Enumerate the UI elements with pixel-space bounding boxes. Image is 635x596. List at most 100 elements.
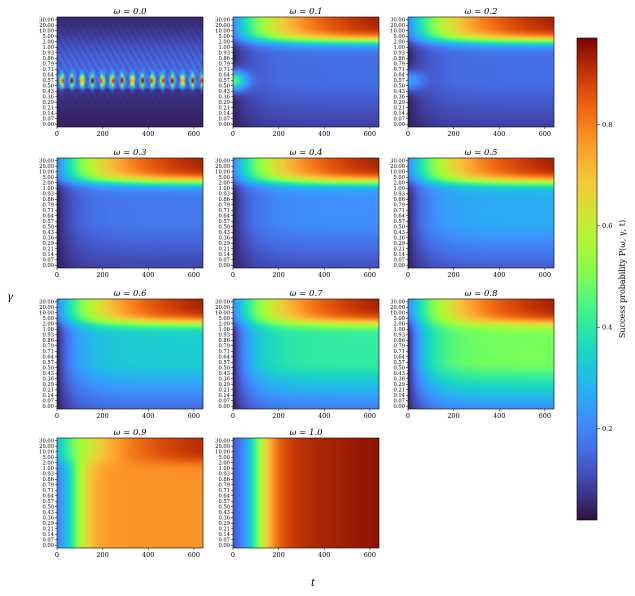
y-tick-label: 0.00 — [218, 404, 230, 410]
y-tick-label: 0.00 — [393, 263, 405, 269]
y-tick-label: 0.21 — [42, 106, 54, 112]
y-tick-label: 0.00 — [218, 543, 230, 549]
y-tick-label: 0.07 — [393, 117, 405, 123]
y-tick-label: 2.00 — [393, 181, 405, 187]
y-tick-label: 30.00 — [390, 300, 405, 306]
y-tick-label: 0.21 — [218, 388, 230, 394]
panel-frame — [56, 157, 204, 269]
y-tick-label: 30.00 — [39, 159, 54, 165]
heatmap-cells — [57, 438, 203, 548]
y-tick-label: 0.50 — [218, 505, 230, 511]
y-tick-label: 10.00 — [39, 311, 54, 317]
y-tick-label: 0.57 — [218, 78, 230, 84]
y-tick-label: 0.93 — [218, 51, 230, 57]
y-tick-label: 0.36 — [393, 95, 405, 101]
heatmap-panel: ω = 0.40.000.070.140.210.290.360.430.500… — [215, 148, 380, 279]
panel-frame — [56, 16, 204, 128]
y-tick-label: 0.43 — [393, 89, 405, 95]
y-tick-label: 0.00 — [42, 404, 54, 410]
heatmap-cells — [57, 299, 203, 409]
y-tick-label: 0.43 — [218, 89, 230, 95]
y-tick-label: 1.00 — [218, 466, 230, 472]
y-tick-label: 10.00 — [39, 170, 54, 176]
y-tick-label: 0.36 — [218, 377, 230, 383]
x-tick-label: 600 — [188, 551, 200, 559]
y-tick-label: 0.43 — [218, 230, 230, 236]
heatmap-cells — [57, 17, 203, 127]
y-tick-label: 0.00 — [218, 122, 230, 128]
y-tick-label: 0.00 — [393, 122, 405, 128]
y-tick-label: 0.79 — [218, 483, 230, 489]
y-tick-label: 0.00 — [218, 263, 230, 269]
heatmap-panel: ω = 0.20.000.070.140.210.290.360.430.500… — [390, 7, 555, 138]
heatmap-cells — [408, 17, 554, 127]
x-tick-label: 0 — [55, 412, 59, 420]
y-tick-label: 0.64 — [218, 494, 230, 500]
y-tick-label: 0.57 — [218, 360, 230, 366]
x-tick-label: 600 — [188, 412, 200, 420]
y-tick-label: 5.00 — [218, 175, 230, 181]
y-tick-label: 0.07 — [393, 399, 405, 405]
y-tick-label: 0.50 — [393, 225, 405, 231]
y-tick-label: 0.07 — [42, 399, 54, 405]
y-tick-label: 20.00 — [39, 164, 54, 170]
x-tick-label: 600 — [539, 271, 551, 279]
panel-frame — [407, 16, 555, 128]
y-tick-label: 0.21 — [42, 247, 54, 253]
heatmap-cells — [233, 299, 379, 409]
y-tick-label: 0.36 — [393, 377, 405, 383]
y-tick-label: 0.64 — [218, 355, 230, 361]
y-tick-label: 1.00 — [393, 327, 405, 333]
y-tick-label: 0.36 — [218, 516, 230, 522]
y-tick-label: 0.29 — [393, 241, 405, 247]
y-tick-label: 0.21 — [42, 388, 54, 394]
y-tick-label: 0.86 — [218, 56, 230, 62]
x-tick-label: 400 — [142, 271, 154, 279]
y-tick-label: 10.00 — [390, 170, 405, 176]
panel-title: ω = 1.0 — [290, 428, 324, 438]
x-tick-label: 0 — [231, 412, 235, 420]
y-tick-label: 0.71 — [393, 208, 405, 214]
y-tick-label: 0.29 — [42, 241, 54, 247]
y-tick-label: 0.50 — [218, 366, 230, 372]
y-tick-label: 5.00 — [218, 34, 230, 40]
y-tick-label: 0.93 — [393, 51, 405, 57]
y-tick-label: 20.00 — [390, 164, 405, 170]
y-tick-label: 0.07 — [393, 258, 405, 264]
y-tick-label: 30.00 — [390, 159, 405, 165]
x-tick-label: 400 — [318, 130, 330, 138]
y-tick-label: 0.86 — [218, 477, 230, 483]
panel-title: ω = 0.9 — [114, 428, 148, 438]
y-tick-label: 0.57 — [218, 499, 230, 505]
y-tick-label: 1.00 — [218, 45, 230, 51]
y-tick-label: 1.00 — [42, 327, 54, 333]
y-tick-label: 20.00 — [39, 444, 54, 450]
y-tick-label: 30.00 — [215, 300, 230, 306]
y-tick-label: 2.00 — [393, 40, 405, 46]
y-tick-label: 30.00 — [39, 439, 54, 445]
x-tick-label: 600 — [539, 130, 551, 138]
panel-title: ω = 0.0 — [114, 7, 148, 17]
y-tick-label: 0.14 — [42, 532, 54, 538]
y-tick-label: 2.00 — [42, 40, 54, 46]
y-tick-label: 5.00 — [393, 34, 405, 40]
panel-title: ω = 0.3 — [114, 148, 147, 158]
colorbar-label: Success probability P(ω, γ, t) — [618, 220, 627, 338]
y-tick-label: 0.64 — [42, 494, 54, 500]
y-tick-label: 0.07 — [42, 117, 54, 123]
y-tick-label: 0.71 — [42, 488, 54, 494]
y-tick-label: 5.00 — [393, 175, 405, 181]
y-tick-label: 0.07 — [218, 399, 230, 405]
y-tick-label: 2.00 — [218, 40, 230, 46]
x-tick-label: 400 — [142, 551, 154, 559]
y-tick-label: 0.50 — [218, 84, 230, 90]
panel-frame — [232, 298, 380, 410]
y-tick-label: 0.36 — [218, 236, 230, 242]
heatmap-panel: ω = 0.90.000.070.140.210.290.360.430.500… — [39, 428, 204, 559]
y-tick-label: 5.00 — [218, 316, 230, 322]
panel-frame — [232, 157, 380, 269]
y-tick-label: 0.07 — [42, 538, 54, 544]
y-tick-label: 0.93 — [218, 472, 230, 478]
colorbar-tick-label: 0.6 — [602, 222, 612, 230]
y-tick-label: 0.57 — [218, 219, 230, 225]
